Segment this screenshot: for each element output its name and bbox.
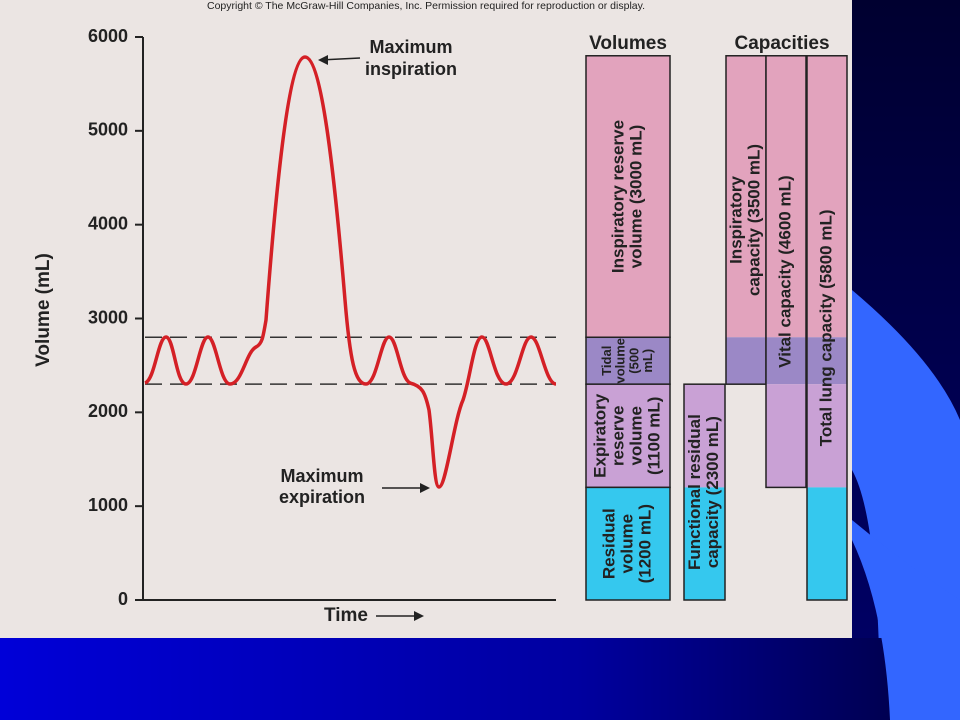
box-segment — [807, 337, 847, 385]
box-label: Residual — [600, 508, 619, 579]
box-segment — [807, 384, 847, 488]
box-segment — [726, 337, 766, 385]
annotation: Maximum — [369, 37, 452, 57]
box-label: capacity (3500 mL) — [744, 144, 763, 296]
y-tick-label: 2000 — [88, 401, 128, 421]
arrowhead — [420, 483, 430, 493]
y-axis-label: Volume (mL) — [33, 253, 54, 367]
box-label: mL) — [640, 349, 655, 373]
box-label: (500 — [626, 348, 641, 374]
box-label: (1100 mL) — [644, 397, 663, 475]
box-segment — [766, 55, 806, 338]
bottom-band — [0, 638, 960, 720]
arrowhead — [414, 611, 424, 621]
arrowhead — [318, 55, 328, 65]
box-label: volume — [613, 338, 628, 384]
box-label: Tidal — [599, 346, 614, 376]
box-label: volume — [617, 514, 636, 574]
box-segment — [684, 487, 725, 600]
annotation: expiration — [279, 487, 365, 507]
box-label: (1200 mL) — [635, 504, 654, 583]
spirogram-curve — [143, 55, 557, 489]
box-segment — [726, 55, 766, 338]
y-tick-label: 1000 — [88, 495, 128, 515]
box-label: reserve — [609, 406, 628, 467]
box-segment — [586, 487, 670, 600]
y-tick-label: 4000 — [88, 213, 128, 233]
box-label: volume — [626, 406, 645, 466]
box-label: Total lung capacity (5800 mL) — [816, 209, 835, 446]
volumes-heading: Volumes — [589, 33, 667, 54]
box-segment — [766, 384, 806, 488]
box-label: Functional residual — [685, 414, 704, 570]
box-segment — [684, 384, 725, 488]
box-outline — [806, 55, 848, 601]
box-segment — [766, 337, 806, 385]
box-label: Vital capacity (4600 mL) — [775, 175, 794, 367]
y-tick-label: 3000 — [88, 307, 128, 327]
box-outline — [765, 55, 807, 489]
box-label: capacity (2300 mL) — [703, 416, 722, 568]
box-segment — [807, 55, 847, 338]
box-outline — [683, 383, 726, 601]
y-tick-label: 6000 — [88, 26, 128, 46]
accent-shape — [852, 520, 960, 720]
y-tick-label: 0 — [118, 589, 128, 609]
box-label: Inspiratory — [727, 176, 746, 264]
box-segment — [586, 384, 670, 488]
annotation: Maximum — [280, 466, 363, 486]
annotation: inspiration — [365, 59, 457, 79]
y-tick-label: 5000 — [88, 120, 128, 140]
box-label: volume (3000 mL) — [626, 125, 645, 269]
box-label: Expiratory — [591, 393, 610, 478]
box-segment — [807, 487, 847, 600]
box-segment — [586, 55, 670, 338]
x-axis-label: Time — [324, 605, 368, 626]
copyright: Copyright © The McGraw-Hill Companies, I… — [207, 0, 645, 12]
box-label: Inspiratory reserve — [609, 120, 628, 273]
capacities-heading: Capacities — [734, 33, 829, 54]
box-segment — [586, 337, 670, 385]
box-outline — [585, 486, 671, 601]
